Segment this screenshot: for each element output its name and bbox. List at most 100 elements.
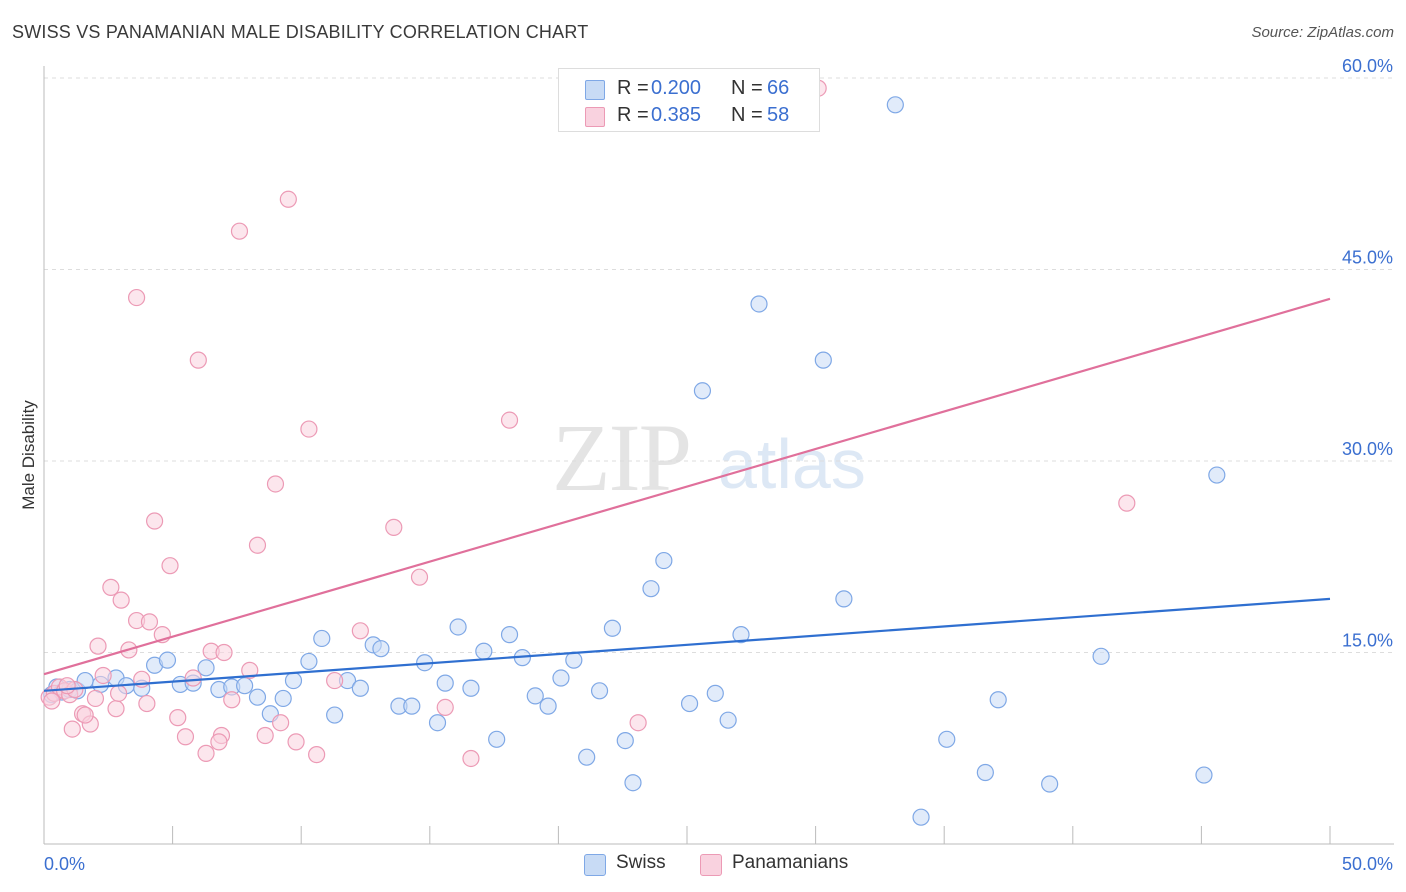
panamanians-point [266, 475, 285, 493]
swiss-point [300, 652, 318, 671]
watermark-zip: ZIP [552, 404, 692, 511]
swiss-point [642, 580, 660, 598]
panamanians-point [169, 709, 187, 727]
panamanians-legend-swatch [700, 854, 722, 876]
panamanians-point [63, 720, 81, 738]
swiss-point [428, 714, 447, 732]
panamanians-point [629, 714, 647, 732]
panamanians-point [351, 622, 369, 640]
swiss-point [326, 706, 344, 724]
swiss-point [274, 689, 292, 708]
panamanians-point [272, 714, 290, 732]
panamanians-point [145, 512, 164, 530]
panamanians-point [230, 222, 249, 240]
panamanians-point [215, 643, 233, 662]
swiss-point [750, 295, 768, 313]
swiss-point [1195, 766, 1213, 784]
swiss-point [616, 731, 634, 750]
panamanians-point [189, 351, 207, 369]
swiss-point [912, 808, 930, 826]
r-label: R = [617, 77, 649, 99]
swiss-point [578, 748, 596, 766]
swiss-trend-line [43, 597, 1331, 692]
swiss-point [590, 682, 609, 700]
swiss-point [835, 590, 853, 608]
swiss-point [624, 774, 642, 792]
x-tick-label: 0.0% [44, 854, 85, 874]
swiss-point [719, 711, 737, 729]
swiss-point [488, 730, 506, 748]
swiss-point [693, 382, 712, 400]
panamanians-point [462, 749, 480, 768]
swiss-point [449, 618, 467, 636]
panamanians-point [223, 691, 241, 709]
swiss-legend-label: Swiss [616, 852, 666, 873]
panamanians-point [197, 744, 215, 762]
panamanians-point [161, 557, 179, 575]
swiss-point [539, 697, 557, 715]
swiss-point [603, 619, 622, 637]
n-value: 66 [767, 77, 790, 99]
stats-legend: R = 0.200 N = 66 R = 0.385 N = 58 [558, 68, 820, 132]
panamanians-point [86, 689, 105, 708]
panamanians-point [300, 420, 318, 438]
swiss-point [706, 684, 724, 702]
swiss-point [284, 671, 303, 690]
n-label: N = [731, 104, 763, 126]
swiss-point [989, 691, 1007, 709]
panamanians-point [500, 411, 519, 429]
panamanians-point [94, 666, 112, 685]
swiss-point [158, 651, 177, 669]
swiss-point [462, 679, 480, 697]
panamanians-point [308, 746, 326, 764]
n-label: N = [731, 77, 763, 99]
panamanians-point [385, 518, 403, 536]
panamanians-point [1118, 494, 1136, 512]
panamanians-point [127, 288, 146, 307]
panamanians-point [210, 733, 228, 751]
y-tick-label: 45.0% [1342, 248, 1393, 268]
swiss-point [655, 551, 673, 570]
panamanians-trend-line [43, 297, 1331, 676]
panamanians-point [138, 694, 156, 713]
panamanians-point [287, 733, 305, 751]
r-value: 0.385 [651, 104, 702, 126]
swiss-point [372, 640, 390, 658]
panamanians-legend-label: Panamanians [732, 852, 849, 873]
panamanians-point [410, 568, 429, 586]
swiss-point [475, 642, 493, 660]
swiss-point [236, 677, 254, 695]
swiss-legend-swatch [584, 854, 606, 876]
panamanians-point [43, 692, 61, 710]
panamanians-point [140, 613, 159, 631]
panamanians-point [184, 669, 202, 687]
r-label: R = [617, 104, 649, 126]
source-credit: Source: ZipAtlas.com [1251, 24, 1394, 41]
watermark-atlas: atlas [718, 425, 866, 503]
swiss-point [526, 687, 544, 705]
chart-title: SWISS VS PANAMANIAN MALE DISABILITY CORR… [12, 22, 589, 42]
swiss-point [814, 351, 832, 369]
swiss-point [886, 96, 904, 114]
swiss-point [500, 626, 519, 644]
swiss-point [565, 651, 583, 669]
swiss-point [248, 688, 267, 706]
panamanians-point [326, 671, 344, 690]
y-tick-label: 15.0% [1342, 631, 1393, 651]
x-tick-label: 50.0% [1342, 854, 1393, 874]
panamanians-point [109, 684, 128, 702]
panamanians-point [102, 578, 120, 596]
panamanians-point [107, 700, 125, 718]
panamanians-point [241, 661, 259, 679]
panamanians-point [248, 536, 267, 554]
swiss-point [976, 763, 994, 782]
y-tick-label: 60.0% [1342, 56, 1393, 76]
panamanians-point [89, 637, 107, 655]
swiss-point [1092, 647, 1110, 665]
panamanians-point [279, 190, 297, 208]
r-value: 0.200 [651, 77, 702, 99]
swiss-point [351, 679, 369, 697]
swiss-point [552, 669, 570, 687]
panamanians-point [256, 726, 274, 745]
